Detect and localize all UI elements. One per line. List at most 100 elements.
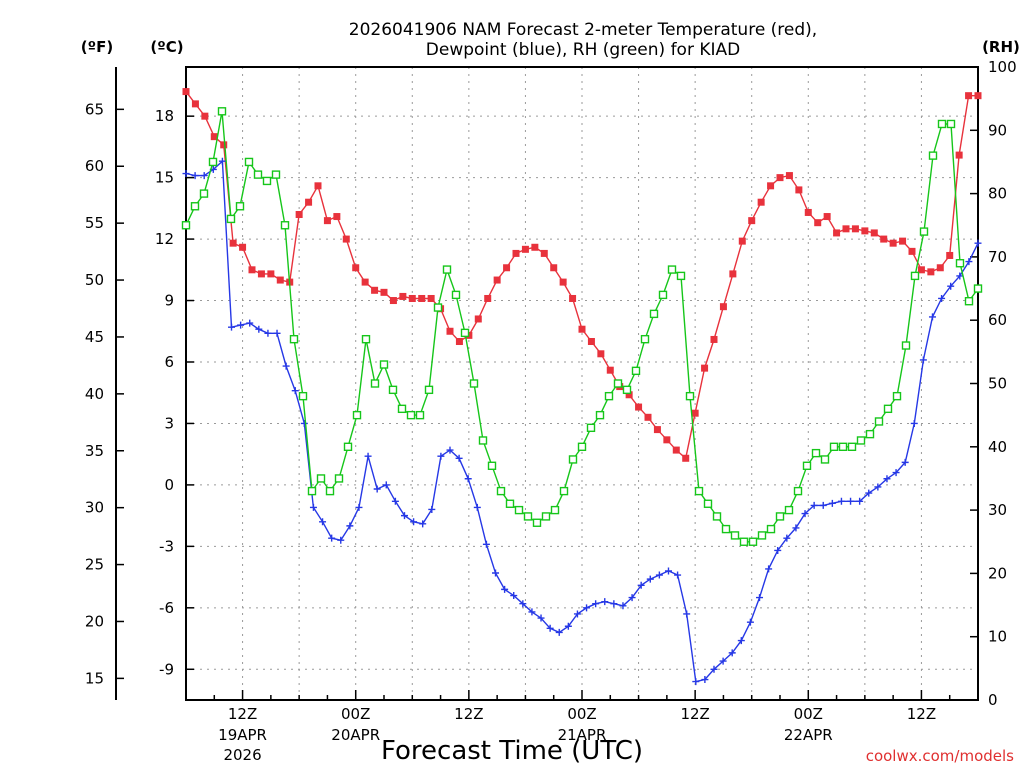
2-meter-temperature-point [257,270,265,278]
2-meter-temperature-point [597,350,605,358]
chart-title-line2: Dewpoint (blue), RH (green) for KIAD [426,40,740,60]
dewpoint-point [501,585,509,593]
rh-point [649,309,659,319]
fahrenheit-tick-label: 60 [85,157,104,175]
dewpoint-point [564,622,572,630]
rh-point [721,524,731,534]
dewpoint-point [191,172,199,180]
dewpoint-point [273,329,281,337]
2-meter-temperature-point [795,186,803,194]
rh-point [307,486,317,496]
fahrenheit-tick-label: 20 [85,612,104,630]
dewpoint-point [928,313,936,321]
dewpoint-point [364,452,372,460]
fahrenheit-tick-label: 30 [85,499,104,517]
dewpoint-point [601,598,609,606]
dewpoint-point [756,594,764,602]
dewpoint-point [956,272,964,280]
2-meter-temperature-point [267,270,275,278]
celsius-tick-label: -9 [159,660,174,678]
dewpoint-point [583,604,591,612]
rh-point [289,334,299,344]
2-meter-temperature-point [182,88,190,96]
2-meter-temperature-point [974,92,982,100]
tick-labels: 1815129630-3-6-9656055504540353025201510… [85,58,1017,764]
rh-point [766,524,776,534]
2-meter-temperature-point [418,294,426,302]
dewpoint-point [346,522,354,530]
2-meter-temperature-point [446,327,454,335]
dewpoint-point [610,600,618,608]
2-meter-temperature-point [276,276,284,284]
rh-point [901,341,911,350]
rh-point [748,537,758,546]
dewpoint-point [865,489,873,497]
2-meter-temperature-point [229,239,237,247]
2-meter-temperature-point [776,174,784,182]
dewpoint-point [737,637,745,645]
dewpoint-point [228,323,236,331]
rh-point [496,486,506,496]
dewpoint-point [473,503,481,511]
2-meter-temperature-point [701,364,709,372]
dewpoint-point [255,325,263,333]
rh-point [586,423,596,433]
celsius-tick-label: 12 [155,230,174,248]
dewpoint-point [437,452,445,460]
rh-point [613,379,623,388]
dewpoint-point [282,362,290,370]
dewpoint-point [528,608,536,616]
rh-point [379,360,389,369]
x-tick-label: 12Z [680,705,709,723]
rh-tick-label: 40 [988,438,1007,456]
dewpoint-point [519,600,527,608]
dewpoint-point [419,520,427,528]
2-meter-temperature-point [917,266,925,274]
2-meter-temperature-point [965,92,973,100]
dewpoint-point [482,540,490,548]
dewpoint-point [328,534,336,542]
2-meter-temperature-point [936,264,944,272]
rh-point [352,410,362,420]
fahrenheit-tick-label: 15 [85,669,104,687]
dewpoint-point [874,483,882,491]
2-meter-temperature-point [474,315,482,323]
2-meter-temperature-point [785,172,793,180]
rh-point [199,189,209,198]
rh-point [487,461,497,470]
dewpoint-point [837,497,845,505]
2-meter-temperature-point [691,409,699,417]
rh-point [685,391,695,401]
dewpoint-point [783,534,791,542]
credit-text: coolwx.com/models [866,747,1014,765]
rh-point [919,227,929,236]
rh-tick-label: 20 [988,564,1007,582]
rh-tick-label: 70 [988,248,1007,266]
2-meter-temperature-point [578,325,586,333]
rh-unit-label: (RH) [982,38,1020,56]
dewpoint-point [510,592,518,600]
rh-point [424,385,434,395]
dewpoint-point [683,610,691,618]
rh-point [244,157,254,167]
dewpoint-point [883,475,891,483]
rh-point [838,442,848,451]
dewpoint-point [847,497,855,505]
fahrenheit-unit-label: (ºF) [81,38,113,56]
rh-point [739,537,749,546]
rh-point [541,512,551,521]
rh-point [577,442,587,451]
rh-point [280,221,290,230]
rh-point [622,385,632,395]
rh-point [550,505,560,515]
rh-point [334,474,344,483]
2-meter-temperature-point [361,278,369,286]
2-meter-temperature-point [738,237,746,245]
2-meter-temperature-point [927,268,935,276]
rh-point [190,202,200,211]
dewpoint-point [746,618,754,626]
2-meter-temperature-point [625,391,633,399]
rh-point [937,119,947,129]
rh-point [910,271,920,281]
2-meter-temperature-point [371,286,379,294]
